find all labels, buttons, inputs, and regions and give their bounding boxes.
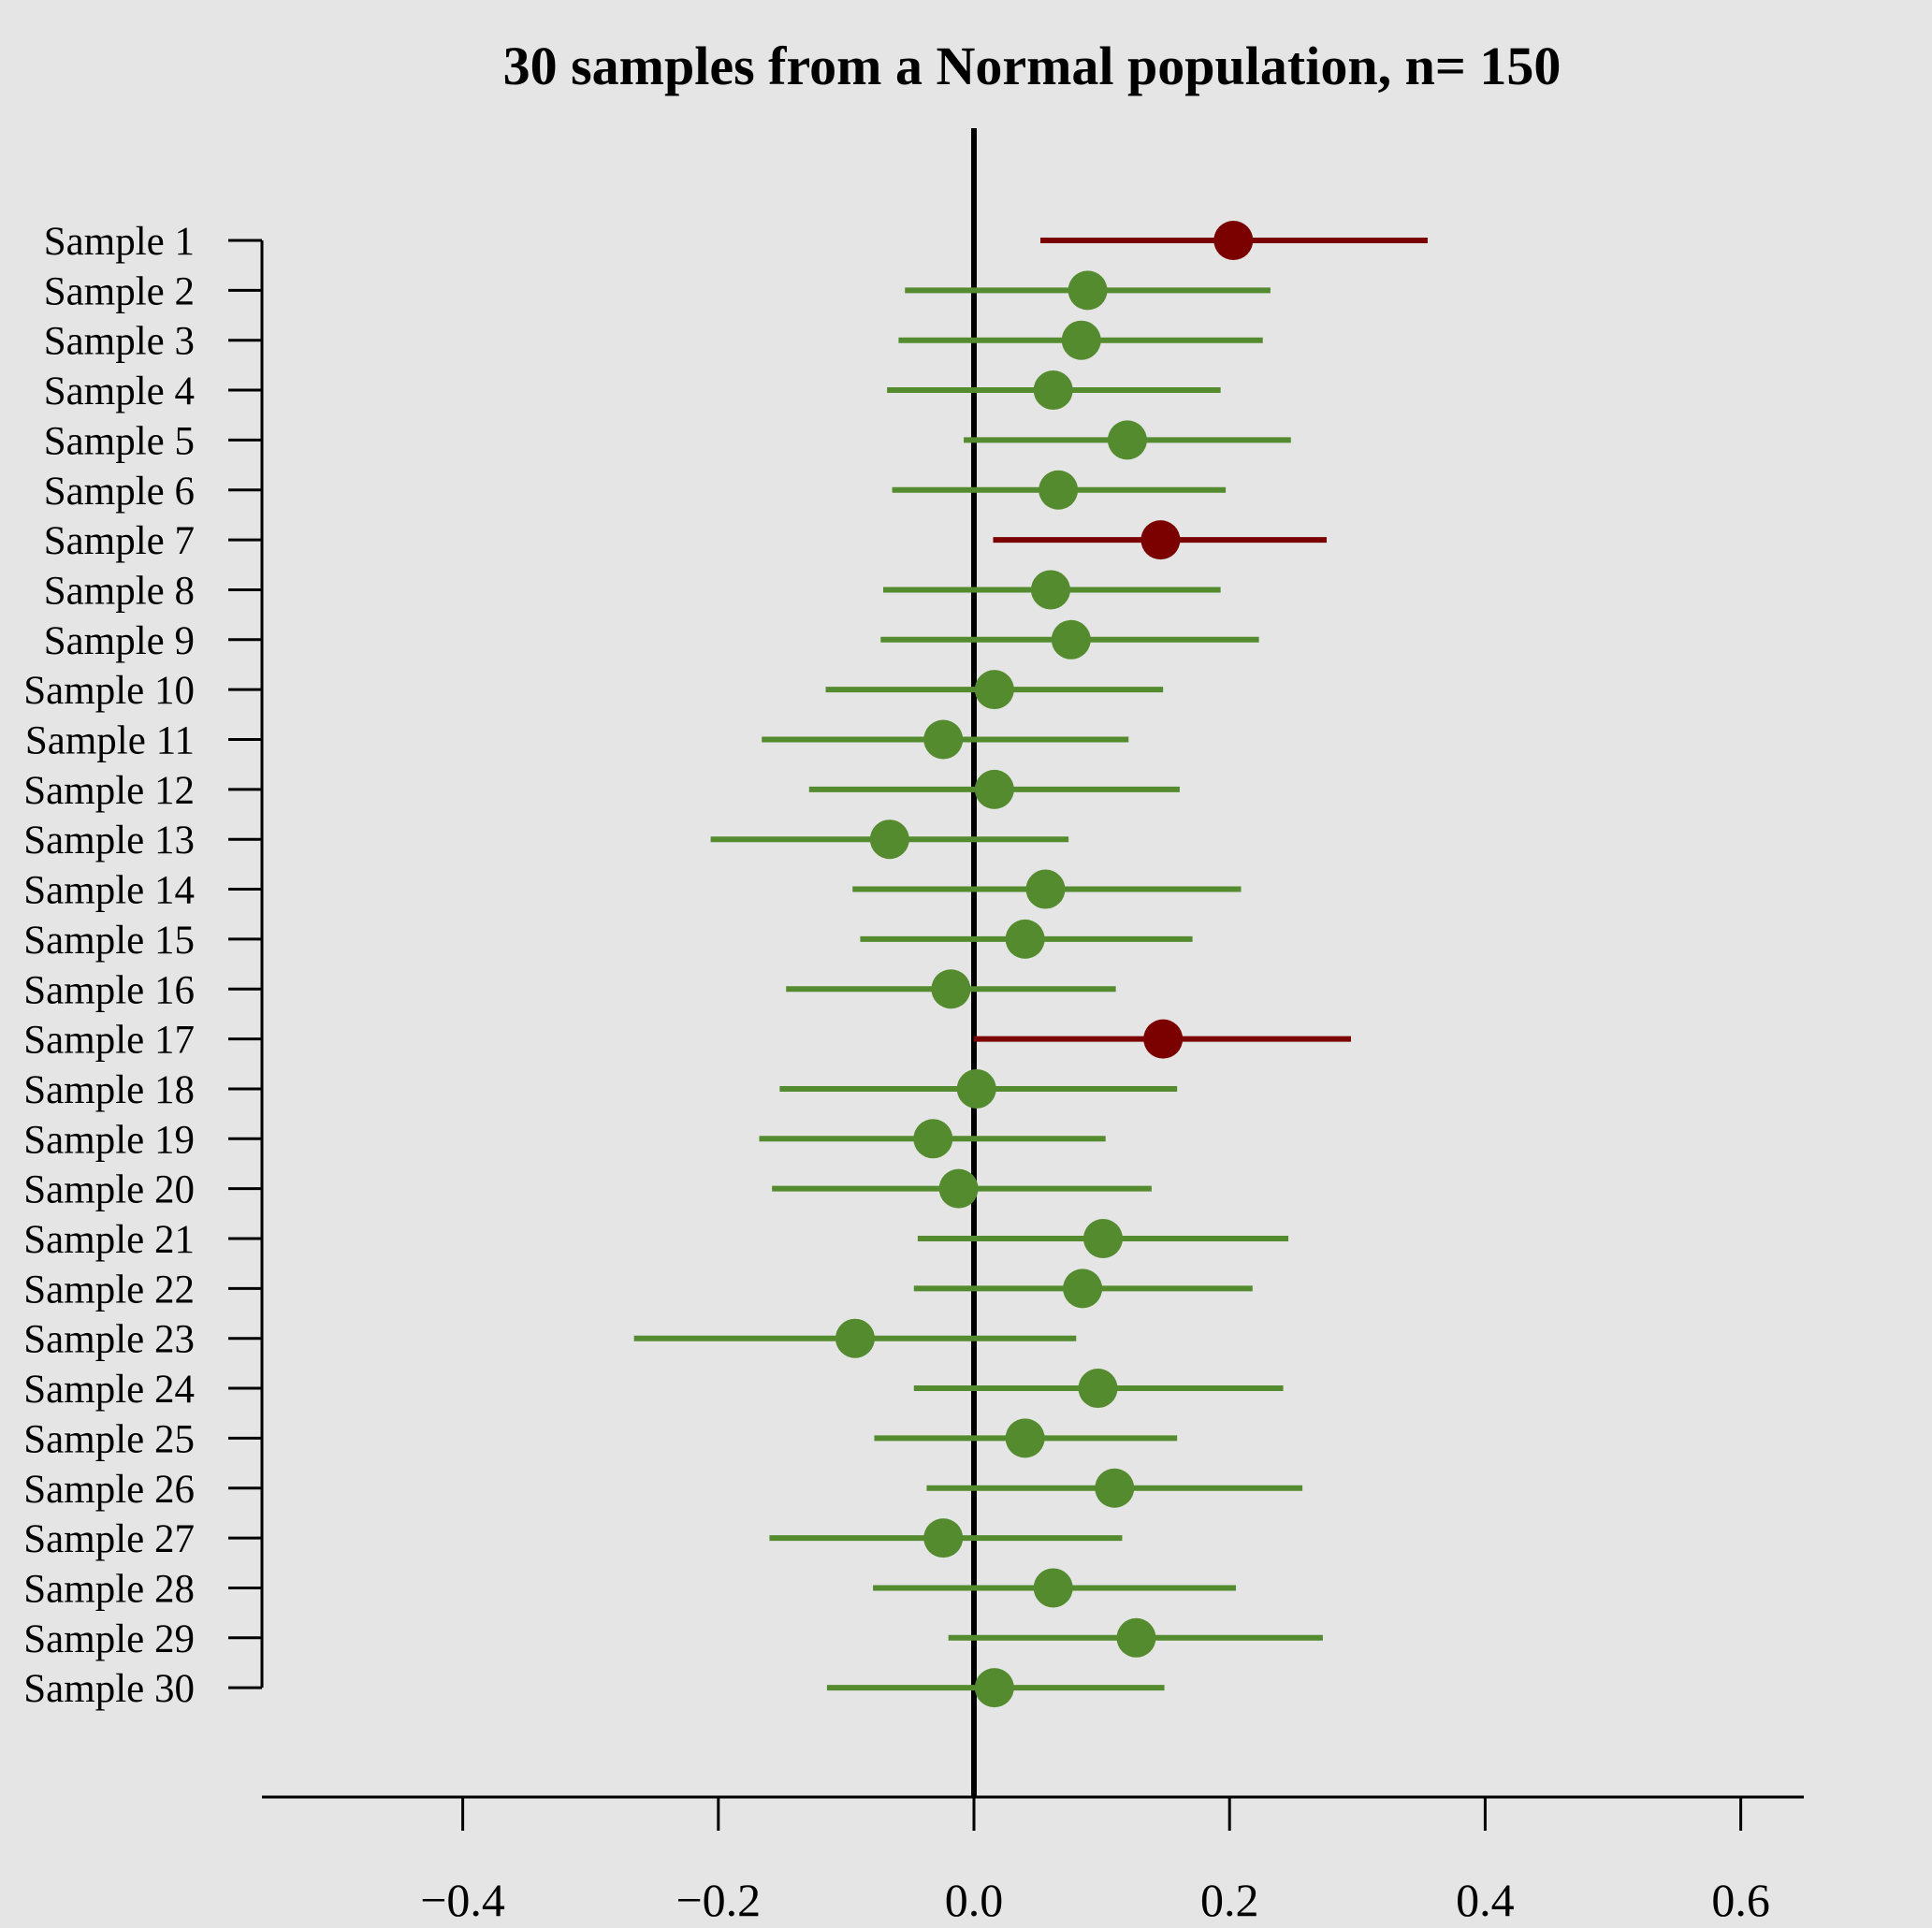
y-tick-label: Sample 12 — [23, 769, 195, 813]
mean-point — [974, 1668, 1014, 1708]
mean-point — [923, 719, 964, 760]
mean-point — [1039, 470, 1079, 510]
y-tick-label: Sample 4 — [44, 370, 195, 413]
mean-point — [938, 1168, 979, 1209]
y-tick-label: Sample 2 — [44, 269, 195, 313]
y-tick-label: Sample 21 — [23, 1218, 195, 1262]
y-tick-label: Sample 1 — [44, 220, 195, 264]
y-tick-label: Sample 11 — [25, 719, 195, 763]
y-tick-label: Sample 25 — [23, 1417, 195, 1461]
y-tick-label: Sample 10 — [23, 669, 195, 713]
y-tick-label: Sample 27 — [23, 1517, 195, 1561]
y-tick-label: Sample 23 — [23, 1318, 195, 1362]
y-tick-label: Sample 20 — [23, 1168, 195, 1212]
y-tick-label: Sample 9 — [44, 619, 195, 663]
y-axis: Sample 1 Sample 2 Sample 3 Sample 4 Sample 5… — [23, 220, 264, 1711]
mean-point — [1030, 570, 1070, 610]
y-tick-label: Sample 16 — [23, 968, 195, 1012]
y-tick-label: Sample 24 — [23, 1368, 195, 1412]
x-tick-label: −0.2 — [675, 1874, 761, 1926]
mean-point — [1005, 919, 1045, 959]
chart-title: 30 samples from a Normal population, n= … — [503, 36, 1562, 96]
mean-point — [1143, 1019, 1184, 1059]
mean-point — [974, 769, 1014, 809]
confidence-intervals — [633, 221, 1428, 1708]
mean-point — [931, 969, 971, 1009]
y-tick-label: Sample 18 — [23, 1068, 195, 1112]
mean-point — [1061, 320, 1101, 360]
y-tick-label: Sample 26 — [23, 1468, 195, 1512]
mean-point — [1140, 520, 1181, 560]
y-tick-label: Sample 7 — [44, 519, 195, 563]
mean-point — [974, 670, 1014, 710]
y-tick-label: Sample 3 — [44, 320, 195, 364]
y-tick-label: Sample 17 — [23, 1019, 195, 1063]
mean-point — [1025, 869, 1066, 909]
y-tick-label: Sample 13 — [23, 819, 195, 863]
y-tick-label: Sample 15 — [23, 919, 195, 963]
x-tick-label: 0.6 — [1711, 1874, 1770, 1926]
mean-point — [1116, 1617, 1156, 1658]
y-tick-label: Sample 8 — [44, 569, 195, 613]
mean-point — [1068, 270, 1108, 311]
mean-point — [1051, 619, 1091, 660]
mean-point — [869, 819, 909, 860]
mean-point — [1107, 420, 1147, 460]
mean-point — [1033, 1568, 1073, 1608]
x-tick-label: 0.2 — [1200, 1874, 1259, 1926]
mean-point — [1213, 221, 1254, 260]
y-tick-label: Sample 14 — [23, 869, 195, 913]
y-tick-label: Sample 30 — [23, 1667, 195, 1711]
x-axis: −0.4 −0.2 0.0 0.2 0.4 0.6 — [262, 1795, 1804, 1926]
mean-point — [1095, 1468, 1135, 1508]
mean-point — [913, 1119, 953, 1159]
y-tick-label: Sample 6 — [44, 470, 195, 514]
mean-point — [1078, 1369, 1118, 1409]
mean-point — [1033, 370, 1073, 411]
mean-point — [1082, 1219, 1123, 1258]
mean-point — [956, 1068, 996, 1109]
mean-point — [1005, 1418, 1045, 1458]
y-tick-label: Sample 28 — [23, 1567, 195, 1611]
mean-point — [835, 1318, 875, 1358]
y-tick-label: Sample 29 — [23, 1617, 195, 1661]
x-tick-label: −0.4 — [420, 1874, 505, 1926]
y-tick-label: Sample 19 — [23, 1118, 195, 1162]
mean-point — [923, 1518, 964, 1558]
y-tick-label: Sample 5 — [44, 419, 195, 463]
x-tick-label: 0.4 — [1456, 1874, 1515, 1926]
y-tick-label: Sample 22 — [23, 1268, 195, 1312]
mean-point — [1063, 1268, 1103, 1309]
x-tick-label: 0.0 — [945, 1874, 1004, 1926]
